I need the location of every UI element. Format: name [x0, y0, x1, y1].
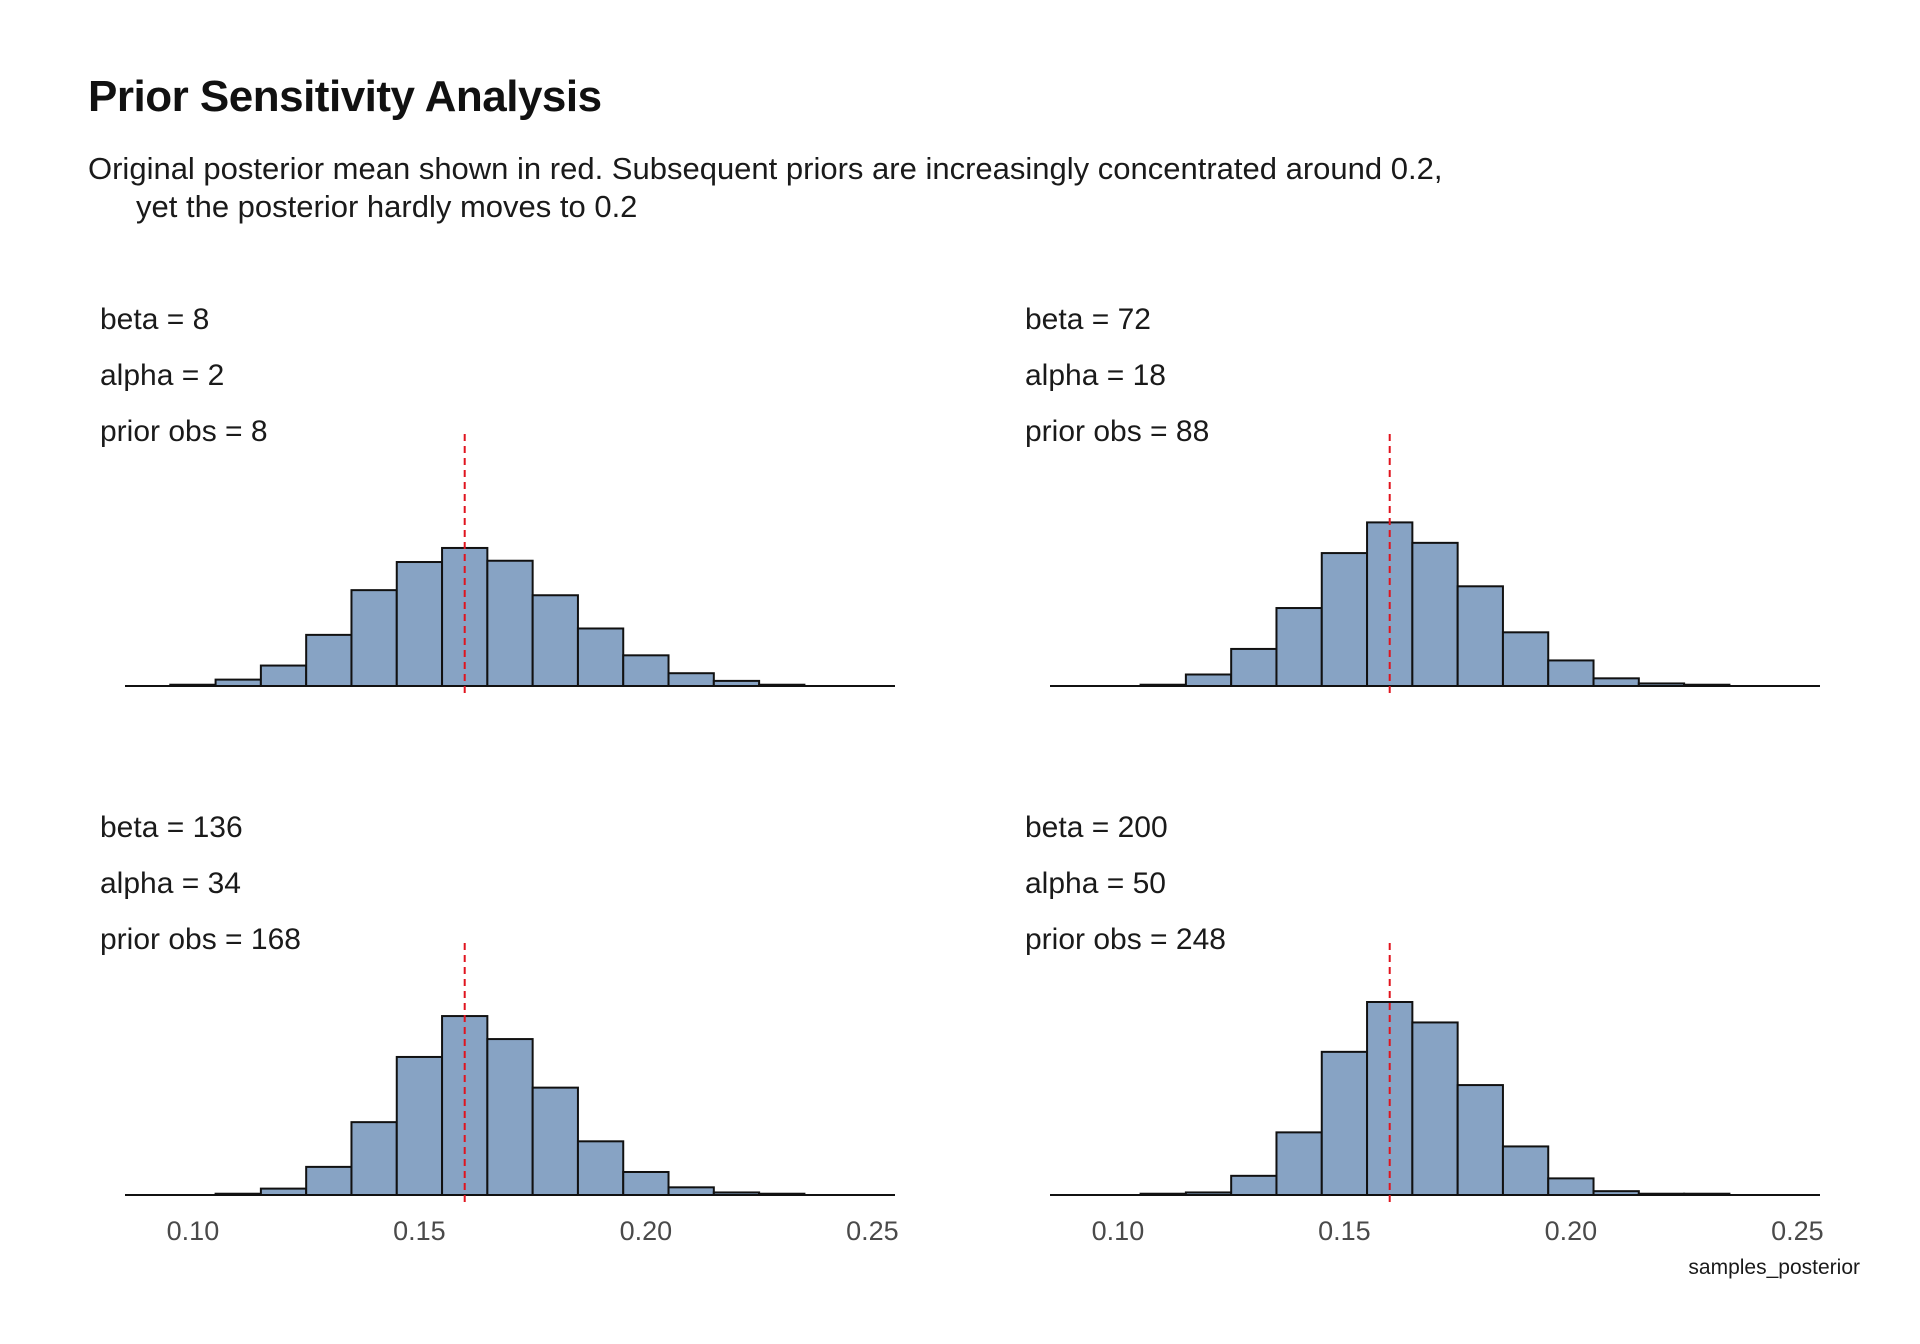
x-tick-label: 0.10	[1092, 1216, 1145, 1246]
facet-label-3-1: beta = 136	[100, 811, 243, 844]
histogram-bar	[395, 1055, 444, 1196]
histogram-bar	[531, 594, 579, 687]
histogram-panel-3: beta = 136 alpha = 34 prior obs = 168 0.10 0…	[100, 811, 899, 1246]
histogram-bar	[1592, 677, 1640, 687]
histogram-bar	[622, 654, 670, 688]
histogram-bar	[1411, 1021, 1459, 1196]
histogram-panel-2: beta = 72 alpha = 18 prior obs = 88	[1025, 303, 1820, 698]
histogram-bar	[1501, 631, 1550, 687]
histogram-bar	[531, 1086, 579, 1196]
facet-label-4-2: alpha = 50	[1025, 867, 1166, 900]
histogram-bar	[667, 1186, 715, 1197]
histogram-bar	[622, 1170, 670, 1197]
x-tick-label: 0.10	[167, 1216, 220, 1246]
histogram-bar	[1320, 1050, 1369, 1196]
histogram-bar	[1184, 673, 1233, 688]
histogram-bar	[350, 589, 398, 688]
histogram-bar	[1456, 1084, 1504, 1196]
histogram-panel-1: beta = 8 alpha = 2 prior obs = 8	[100, 303, 895, 698]
facet-label-3-2: alpha = 34	[100, 867, 241, 900]
histogram-bar	[486, 1038, 534, 1197]
histogram-bar	[1320, 552, 1369, 688]
x-tick-label: 0.25	[1771, 1216, 1824, 1246]
x-axis-title: samples_posterior	[1688, 1256, 1860, 1279]
histogram-bar	[1230, 1174, 1278, 1196]
histogram-bar	[1501, 1145, 1550, 1196]
facet-label-1-3: prior obs = 8	[100, 415, 268, 448]
facet-label-4-1: beta = 200	[1025, 811, 1168, 844]
facet-label-2-3: prior obs = 88	[1025, 415, 1209, 448]
histogram-bar	[259, 664, 308, 688]
x-tick-label: 0.15	[393, 1216, 446, 1246]
histogram-bar	[576, 1140, 625, 1196]
histogram-bar	[1275, 1131, 1323, 1196]
histogram-bar	[1547, 1177, 1595, 1197]
subtitle-line-1: Original posterior mean shown in red. Su…	[88, 151, 1443, 186]
histogram-bar	[667, 672, 715, 688]
x-tick-label: 0.20	[1545, 1216, 1598, 1246]
histogram-bar	[486, 559, 534, 687]
facet-label-4-3: prior obs = 248	[1025, 923, 1226, 956]
histogram-panel-4: beta = 200 alpha = 50 prior obs = 248 0.10 0…	[1025, 811, 1824, 1246]
histogram-bar	[1275, 607, 1323, 688]
facet-label-1-1: beta = 8	[100, 303, 209, 336]
histogram-bar	[1547, 659, 1595, 687]
x-tick-label: 0.25	[846, 1216, 899, 1246]
histogram-bar	[305, 633, 353, 687]
histogram-bar	[576, 627, 625, 688]
facet-label-2-1: beta = 72	[1025, 303, 1151, 336]
page-title: Prior Sensitivity Analysis	[88, 72, 602, 121]
subtitle-line-2: yet the posterior hardly moves to 0.2	[136, 189, 638, 224]
histogram-bar	[350, 1121, 398, 1197]
facet-label-1-2: alpha = 2	[100, 359, 224, 392]
x-tick-label: 0.20	[620, 1216, 673, 1246]
histogram-bar	[395, 561, 444, 688]
facet-label-2-2: alpha = 18	[1025, 359, 1166, 392]
histogram-bar	[1411, 541, 1459, 687]
x-tick-label: 0.15	[1318, 1216, 1371, 1246]
histogram-bar	[1230, 647, 1278, 688]
page-subtitle: Original posterior mean shown in red. Su…	[88, 150, 1442, 226]
histogram-bar	[305, 1165, 353, 1196]
facet-label-3-3: prior obs = 168	[100, 923, 301, 956]
histogram-bar	[1456, 585, 1504, 687]
